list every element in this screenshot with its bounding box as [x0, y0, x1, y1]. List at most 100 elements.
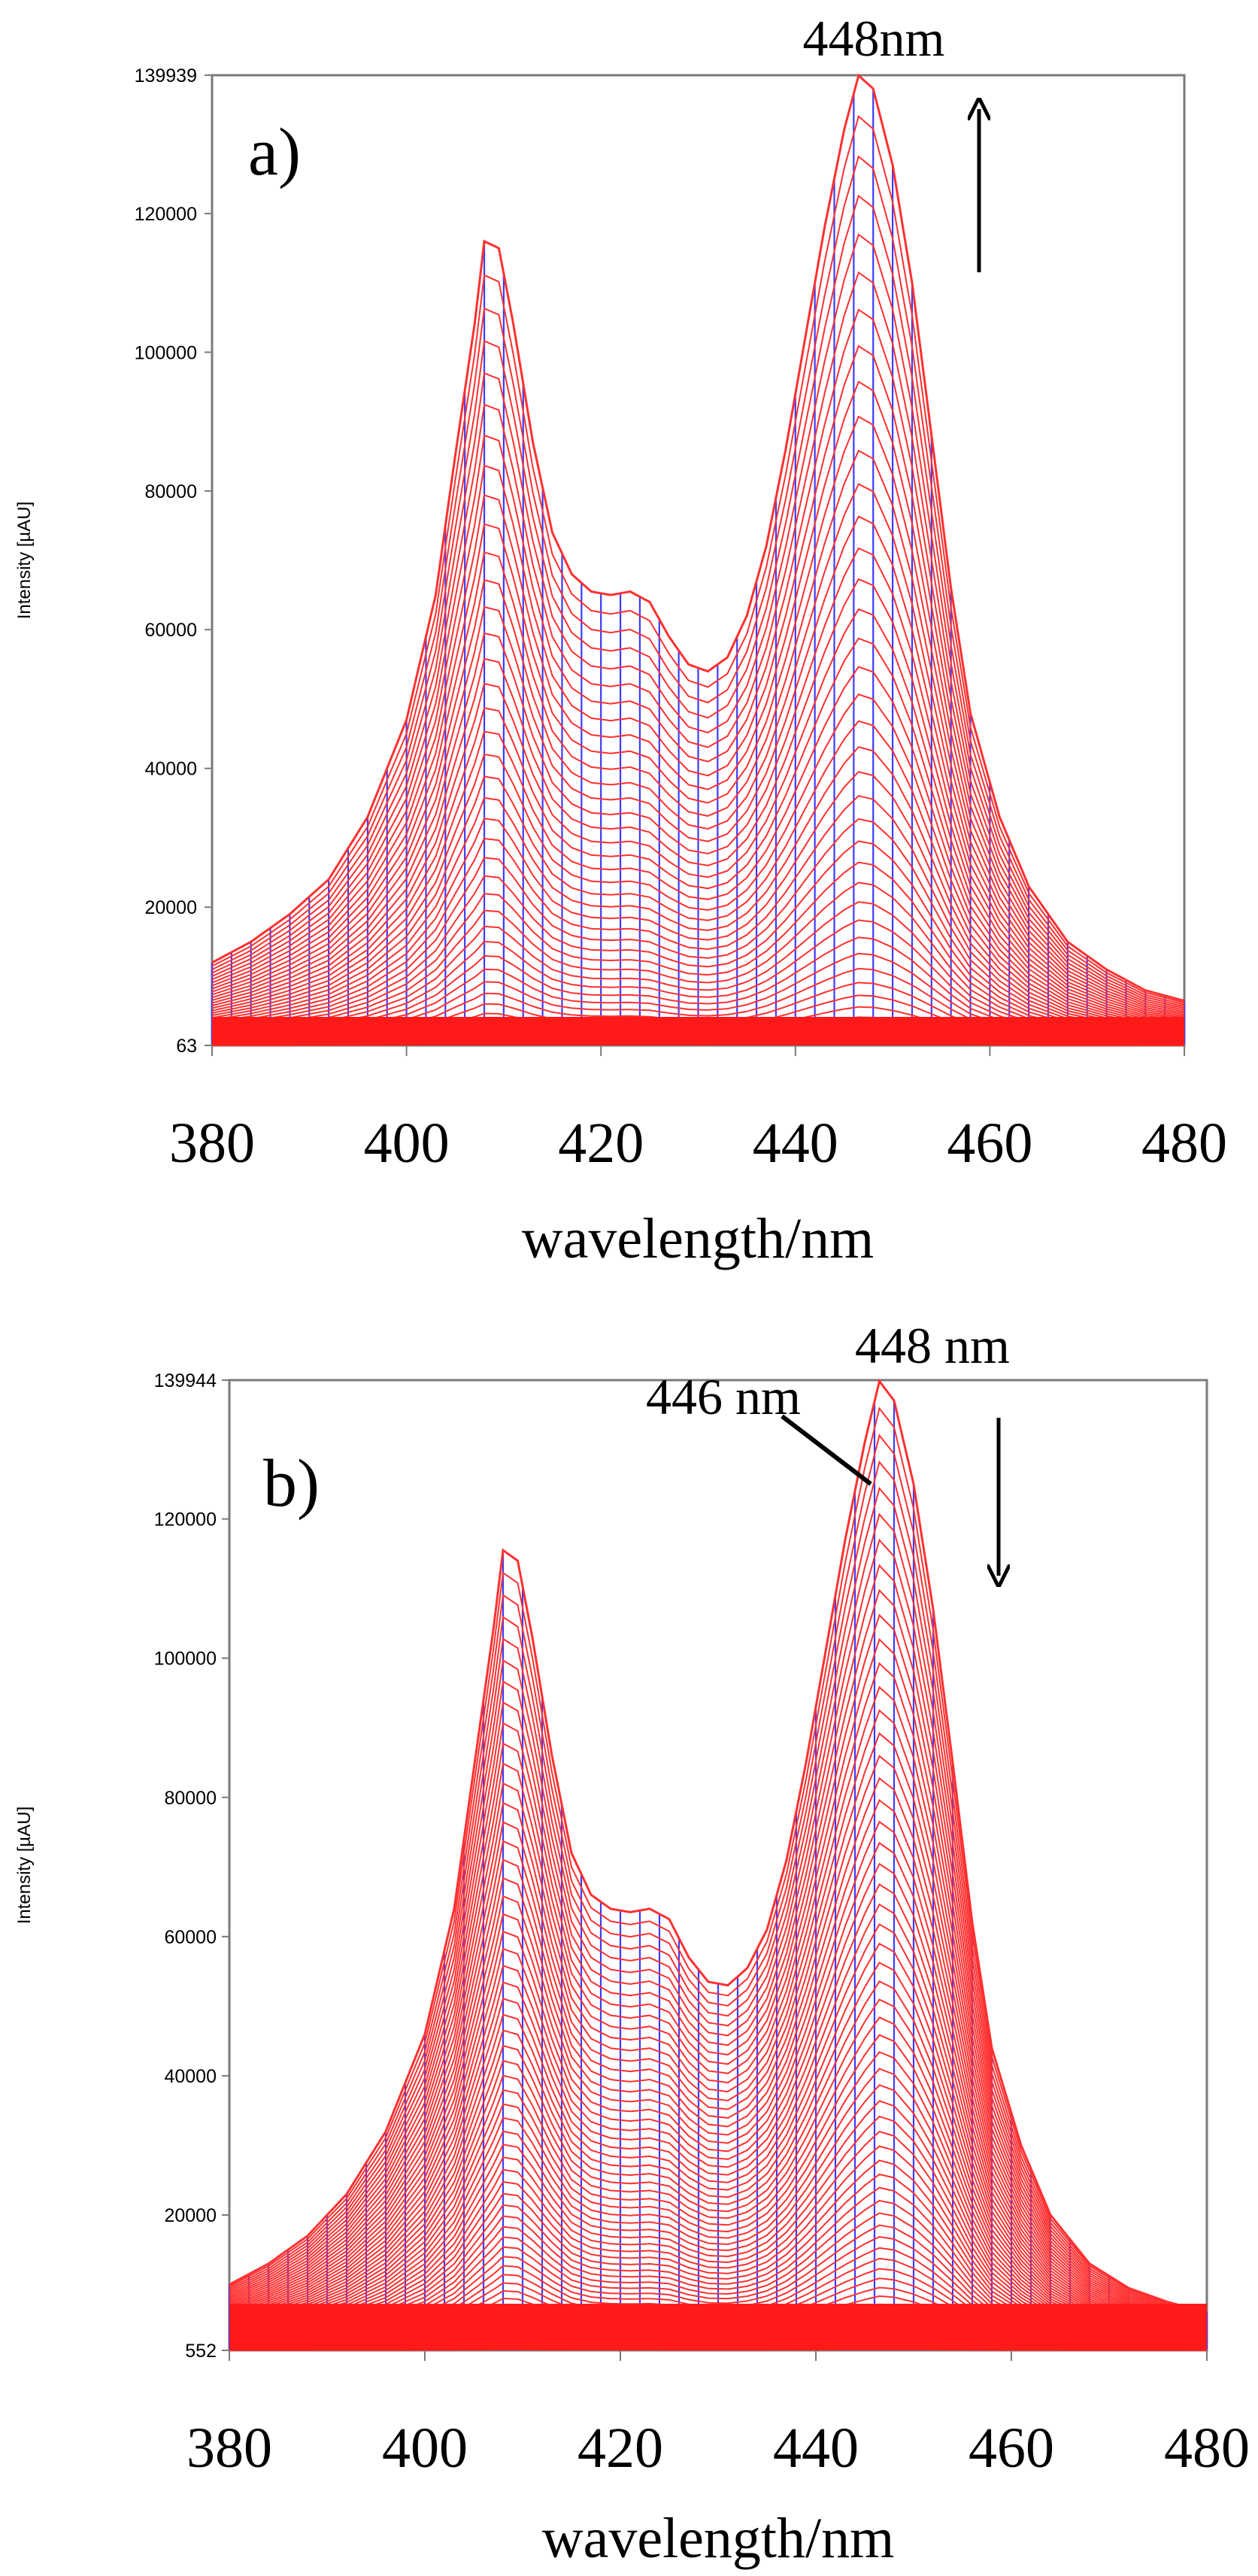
x-axis-label: wavelength/nm: [542, 2507, 895, 2570]
y-tick-label: 100000: [135, 342, 197, 363]
spectrum-curve: [229, 1942, 1208, 2335]
peak-annotation: 448nm: [803, 10, 945, 67]
y-tick-label: 63: [176, 1036, 197, 1057]
spectrum-curve: [229, 2016, 1208, 2338]
spectrum-curve: [211, 840, 1185, 1037]
y-tick-label: 60000: [144, 620, 197, 641]
y-tick-label: 80000: [144, 481, 197, 502]
chart-panel-b: 552 20000 40000 60000 80000 100000 120000 13994…: [14, 1317, 1250, 2570]
x-axis-label: wavelength/nm: [522, 1207, 875, 1270]
spectrum-curve: [229, 1980, 1208, 2337]
y-tick-label: 20000: [164, 2205, 217, 2226]
x-tick-label: 400: [382, 2417, 468, 2480]
spectrum-curve: [229, 1538, 1208, 2320]
spectrum-curve: [229, 1841, 1208, 2332]
spectrum-curve: [211, 381, 1185, 1016]
x-tick-label: 440: [773, 2417, 859, 2480]
spectrum-curve: [229, 1862, 1208, 2332]
spectrum-curve: [211, 73, 1185, 1003]
x-tick-label: 460: [969, 2417, 1054, 2480]
spectrum-curve: [229, 1486, 1208, 2318]
y-tick-label: 80000: [164, 1788, 217, 1809]
y-tick-label: 40000: [144, 759, 197, 780]
y-axis: 552 20000 40000 60000 80000 100000 120000 13994…: [154, 1370, 229, 2362]
spectrum-curve: [229, 1903, 1208, 2334]
spectrum-curve: [211, 271, 1185, 1011]
spectrum-curve: [229, 1513, 1208, 2319]
spectrum-curve: [229, 1460, 1208, 2317]
spectrum-curve: [229, 1799, 1208, 2330]
spectrum-curve: [229, 2034, 1208, 2339]
chart-panel-a: 63 20000 40000 60000 80000 100000 120000 139939…: [14, 10, 1227, 1270]
spectrum-curve: [211, 578, 1185, 1025]
spectrum-curve: [229, 1685, 1208, 2326]
y-tick-label: 40000: [164, 2066, 217, 2087]
x-tick-label: 440: [753, 1112, 838, 1175]
spectrum-curve: [211, 308, 1185, 1012]
x-tick-label: 480: [1141, 1112, 1227, 1175]
spectrum-curve: [211, 449, 1185, 1019]
spectrum-curve: [229, 1755, 1208, 2329]
spectrum-curve: [211, 233, 1185, 1009]
spectrum-curve: [211, 666, 1185, 1029]
y-tick-label: 552: [185, 2341, 217, 2362]
panel-label: b): [263, 1446, 320, 1521]
spectrum-curve: [211, 720, 1185, 1032]
spectrum-curve: [211, 818, 1185, 1036]
spectra-group: [228, 1378, 1208, 2351]
x-tick-label: 420: [558, 1112, 644, 1175]
spectrum-curve: [211, 745, 1185, 1033]
peak-annotation-448: 448 nm: [855, 1317, 1010, 1374]
spectrum-curve: [229, 1588, 1208, 2322]
spectrum-curve: [211, 344, 1185, 1015]
y-tick-label: 120000: [154, 1509, 217, 1531]
spectrum-curve: [211, 515, 1185, 1022]
spectrum-curve: [211, 693, 1185, 1030]
spectrum-curve: [229, 1378, 1208, 2314]
x-tick-label: 460: [947, 1112, 1032, 1175]
annotation-pointer-line: [781, 1414, 872, 1486]
spectrum-curve: [229, 1820, 1208, 2331]
spectrum-curve: [211, 547, 1185, 1024]
spectrum-curve: [211, 415, 1185, 1018]
spectrum-curve: [211, 194, 1185, 1007]
spectrum-curve: [211, 155, 1185, 1006]
panel-label: a): [248, 115, 301, 190]
spectrum-curve: [229, 1923, 1208, 2335]
spectrum-curve: [211, 771, 1185, 1034]
y-tick-label: 20000: [144, 897, 197, 918]
spectrum-curve: [229, 1564, 1208, 2321]
spectrum-curve: [211, 881, 1185, 1039]
x-tick-label: 380: [169, 1112, 255, 1175]
y-tick-label: 139944: [154, 1370, 217, 1391]
spectrum-curve: [229, 1637, 1208, 2323]
spectrum-curve: [229, 1709, 1208, 2326]
spectrum-curve: [229, 1776, 1208, 2329]
spectrum-curve: [211, 608, 1185, 1027]
spectrum-curve: [229, 1434, 1208, 2316]
spectrum-curve: [211, 637, 1185, 1028]
spectrum-curve: [229, 1406, 1208, 2314]
spectrum-curve: [211, 861, 1185, 1038]
x-tick-label: 480: [1164, 2417, 1250, 2480]
peak-annotation-446: 446 nm: [646, 1368, 801, 1425]
y-tick-label: 120000: [135, 204, 197, 225]
y-axis-label: Intensity [µAU]: [14, 502, 35, 620]
y-tick-label: 139939: [135, 65, 197, 86]
baseline-band: [229, 2304, 1207, 2350]
spectrum-curve: [211, 483, 1185, 1021]
x-axis: 380 400 420 440 460 480: [169, 1045, 1227, 1175]
spectrum-curve: [229, 1732, 1208, 2327]
spectra-group: [211, 73, 1186, 1046]
x-tick-label: 420: [577, 2417, 663, 2480]
spectrum-curve: [211, 114, 1185, 1004]
x-axis: 380 400 420 440 460 480: [186, 2350, 1250, 2480]
y-axis: 63 20000 40000 60000 80000 100000 120000 139939: [135, 65, 212, 1057]
spectrum-curve: [229, 1998, 1208, 2338]
y-tick-label: 100000: [154, 1649, 217, 1670]
spectrum-curve: [229, 1962, 1208, 2336]
x-tick-label: 380: [186, 2417, 272, 2480]
baseline-band: [212, 1017, 1184, 1045]
spectrum-curve: [229, 1661, 1208, 2325]
